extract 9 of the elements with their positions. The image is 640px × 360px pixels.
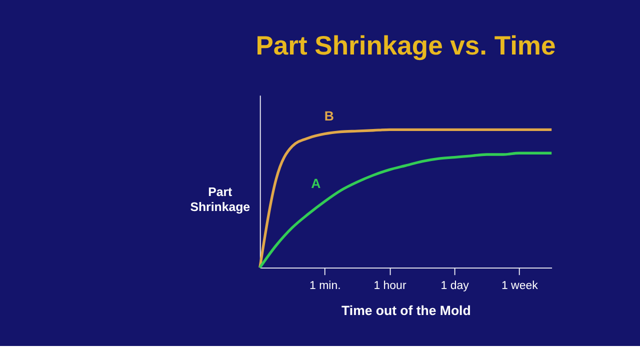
x-axis-title: Time out of the Mold [342,302,471,318]
x-tick-label: 1 day [440,280,470,292]
series-label: B [324,108,334,124]
y-axis-title: Part Shrinkage [190,184,250,214]
chart-title: Part Shrinkage vs. Time [256,30,556,61]
x-tick-label: 1 hour [374,280,406,292]
x-tick-label: 1 week [501,280,538,292]
series-label: A [311,176,322,192]
x-tick-label: 1 min. [310,280,341,292]
